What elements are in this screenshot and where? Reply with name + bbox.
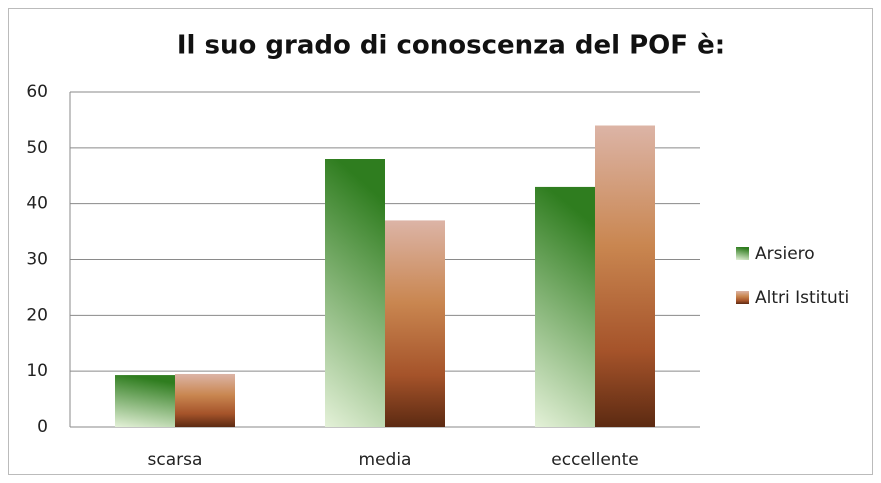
legend-swatch xyxy=(736,291,749,304)
x-tick-label: media xyxy=(359,450,412,470)
bar xyxy=(325,159,385,427)
x-tick-label: scarsa xyxy=(148,450,203,470)
bar xyxy=(595,125,655,427)
x-tick-label: eccellente xyxy=(551,450,638,470)
y-tick-label: 0 xyxy=(37,417,48,437)
y-tick-label: 40 xyxy=(26,194,48,214)
y-tick-label: 20 xyxy=(26,305,48,325)
legend-swatch xyxy=(736,247,749,260)
y-tick-label: 30 xyxy=(26,250,48,270)
legend-label: Altri Istituti xyxy=(755,288,849,308)
y-tick-label: 60 xyxy=(26,82,48,102)
legend-label: Arsiero xyxy=(755,244,815,264)
bar xyxy=(175,373,235,427)
bar xyxy=(385,220,445,427)
bar xyxy=(535,186,595,427)
y-tick-label: 50 xyxy=(26,138,48,158)
chart-title: Il suo grado di conoscenza del POF è: xyxy=(177,31,725,61)
bar xyxy=(115,375,175,427)
y-tick-label: 10 xyxy=(26,361,48,381)
